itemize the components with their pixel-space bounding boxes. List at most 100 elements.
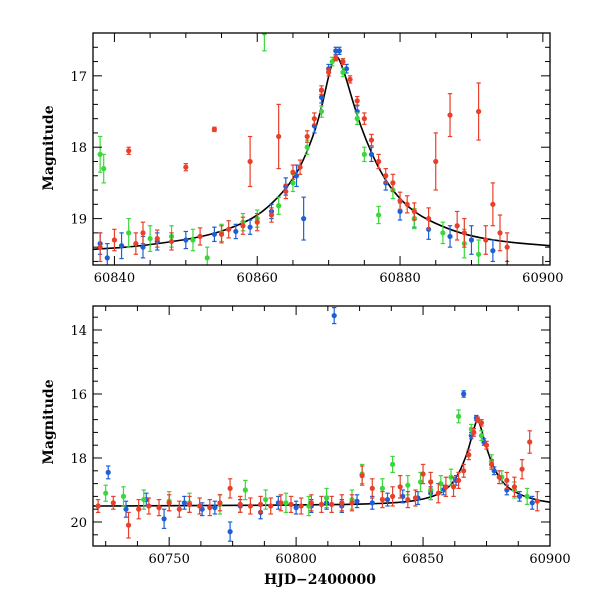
data-point: [347, 76, 353, 82]
data-point: [349, 500, 355, 506]
data-point: [166, 500, 172, 506]
data-point: [298, 503, 304, 509]
data-point: [369, 500, 375, 506]
top-panel: 60840 60860 60880 60900 17 18 19: [70, 32, 564, 286]
data-point: [103, 490, 109, 496]
data-point: [268, 503, 274, 509]
data-point: [534, 498, 540, 504]
data-point: [489, 461, 495, 467]
data-point: [105, 469, 111, 475]
data-point: [428, 479, 434, 485]
data-point: [433, 158, 439, 165]
data-point: [411, 208, 417, 215]
data-point: [283, 188, 289, 195]
data-point: [461, 468, 467, 474]
data-point: [468, 237, 475, 243]
plot-area: [93, 33, 550, 265]
data-point: [447, 112, 453, 118]
data-point: [288, 501, 294, 507]
data-point: [297, 164, 303, 170]
data-point: [197, 503, 203, 509]
x-tick-label: 60750: [148, 552, 189, 567]
y-tick-label: 16: [70, 388, 87, 403]
data-point: [483, 442, 490, 448]
data-point: [404, 201, 410, 207]
data-point: [376, 158, 382, 165]
x-tick-label: 60900: [522, 271, 563, 286]
data-point: [278, 500, 284, 506]
data-point: [471, 429, 477, 435]
data-point: [435, 490, 441, 496]
data-point: [354, 98, 360, 104]
data-point: [156, 505, 162, 511]
data-point: [263, 497, 269, 503]
data-point: [111, 237, 118, 243]
data-point: [226, 226, 232, 232]
data-point: [426, 216, 432, 222]
data-point: [390, 180, 396, 186]
data-point: [318, 94, 325, 100]
data-point: [475, 417, 481, 423]
data-point: [212, 505, 218, 511]
data-point: [227, 485, 233, 491]
data-point: [397, 198, 403, 204]
data-point: [97, 244, 103, 250]
data-point: [496, 474, 502, 480]
data-point: [336, 48, 342, 54]
y-tick-label: 17: [70, 70, 87, 85]
data-point: [405, 497, 411, 503]
data-point: [397, 208, 403, 215]
data-point: [126, 148, 132, 154]
data-point: [218, 231, 225, 237]
data-point: [490, 248, 496, 254]
bottom-panel: 60750 60800 60850 60900 14 16 18 20: [70, 305, 571, 567]
data-point: [293, 505, 299, 511]
data-point: [211, 231, 217, 237]
data-point: [247, 158, 253, 165]
data-point: [118, 243, 125, 249]
data-point: [101, 166, 107, 172]
data-point: [183, 237, 189, 243]
data-point: [438, 481, 444, 487]
data-point: [516, 493, 523, 499]
data-point: [176, 506, 182, 512]
data-point: [146, 503, 152, 509]
data-point: [339, 500, 345, 506]
data-point: [257, 501, 264, 507]
data-point: [461, 230, 467, 236]
data-point: [368, 137, 375, 143]
data-point: [254, 219, 260, 225]
data-point: [233, 228, 239, 235]
data-point: [497, 230, 503, 236]
data-point: [405, 482, 411, 488]
y-tick-label: 19: [70, 213, 87, 228]
data-point: [333, 48, 339, 54]
data-point: [133, 240, 139, 247]
bottom-xlabel: HJD−2400000: [264, 572, 376, 588]
data-point: [318, 501, 325, 507]
data-point: [276, 133, 282, 140]
data-point: [340, 58, 346, 65]
data-point: [379, 497, 386, 503]
data-point: [268, 212, 275, 218]
data-point: [389, 461, 396, 467]
data-point: [483, 237, 489, 243]
data-point: [359, 473, 365, 479]
data-point: [368, 151, 375, 157]
data-point: [283, 500, 289, 506]
data-point: [161, 516, 167, 522]
data-point: [290, 180, 296, 186]
data-point: [329, 58, 335, 65]
x-tick-label: 60880: [379, 271, 420, 286]
data-point: [126, 230, 132, 236]
data-point: [450, 484, 457, 490]
data-point: [397, 484, 403, 490]
data-point: [519, 466, 525, 472]
data-point: [318, 108, 325, 115]
x-tick-label: 60900: [529, 552, 570, 567]
data-point: [217, 500, 223, 506]
data-point: [190, 237, 196, 243]
plot-area: [93, 307, 550, 542]
x-tick-label: 60860: [237, 271, 278, 286]
